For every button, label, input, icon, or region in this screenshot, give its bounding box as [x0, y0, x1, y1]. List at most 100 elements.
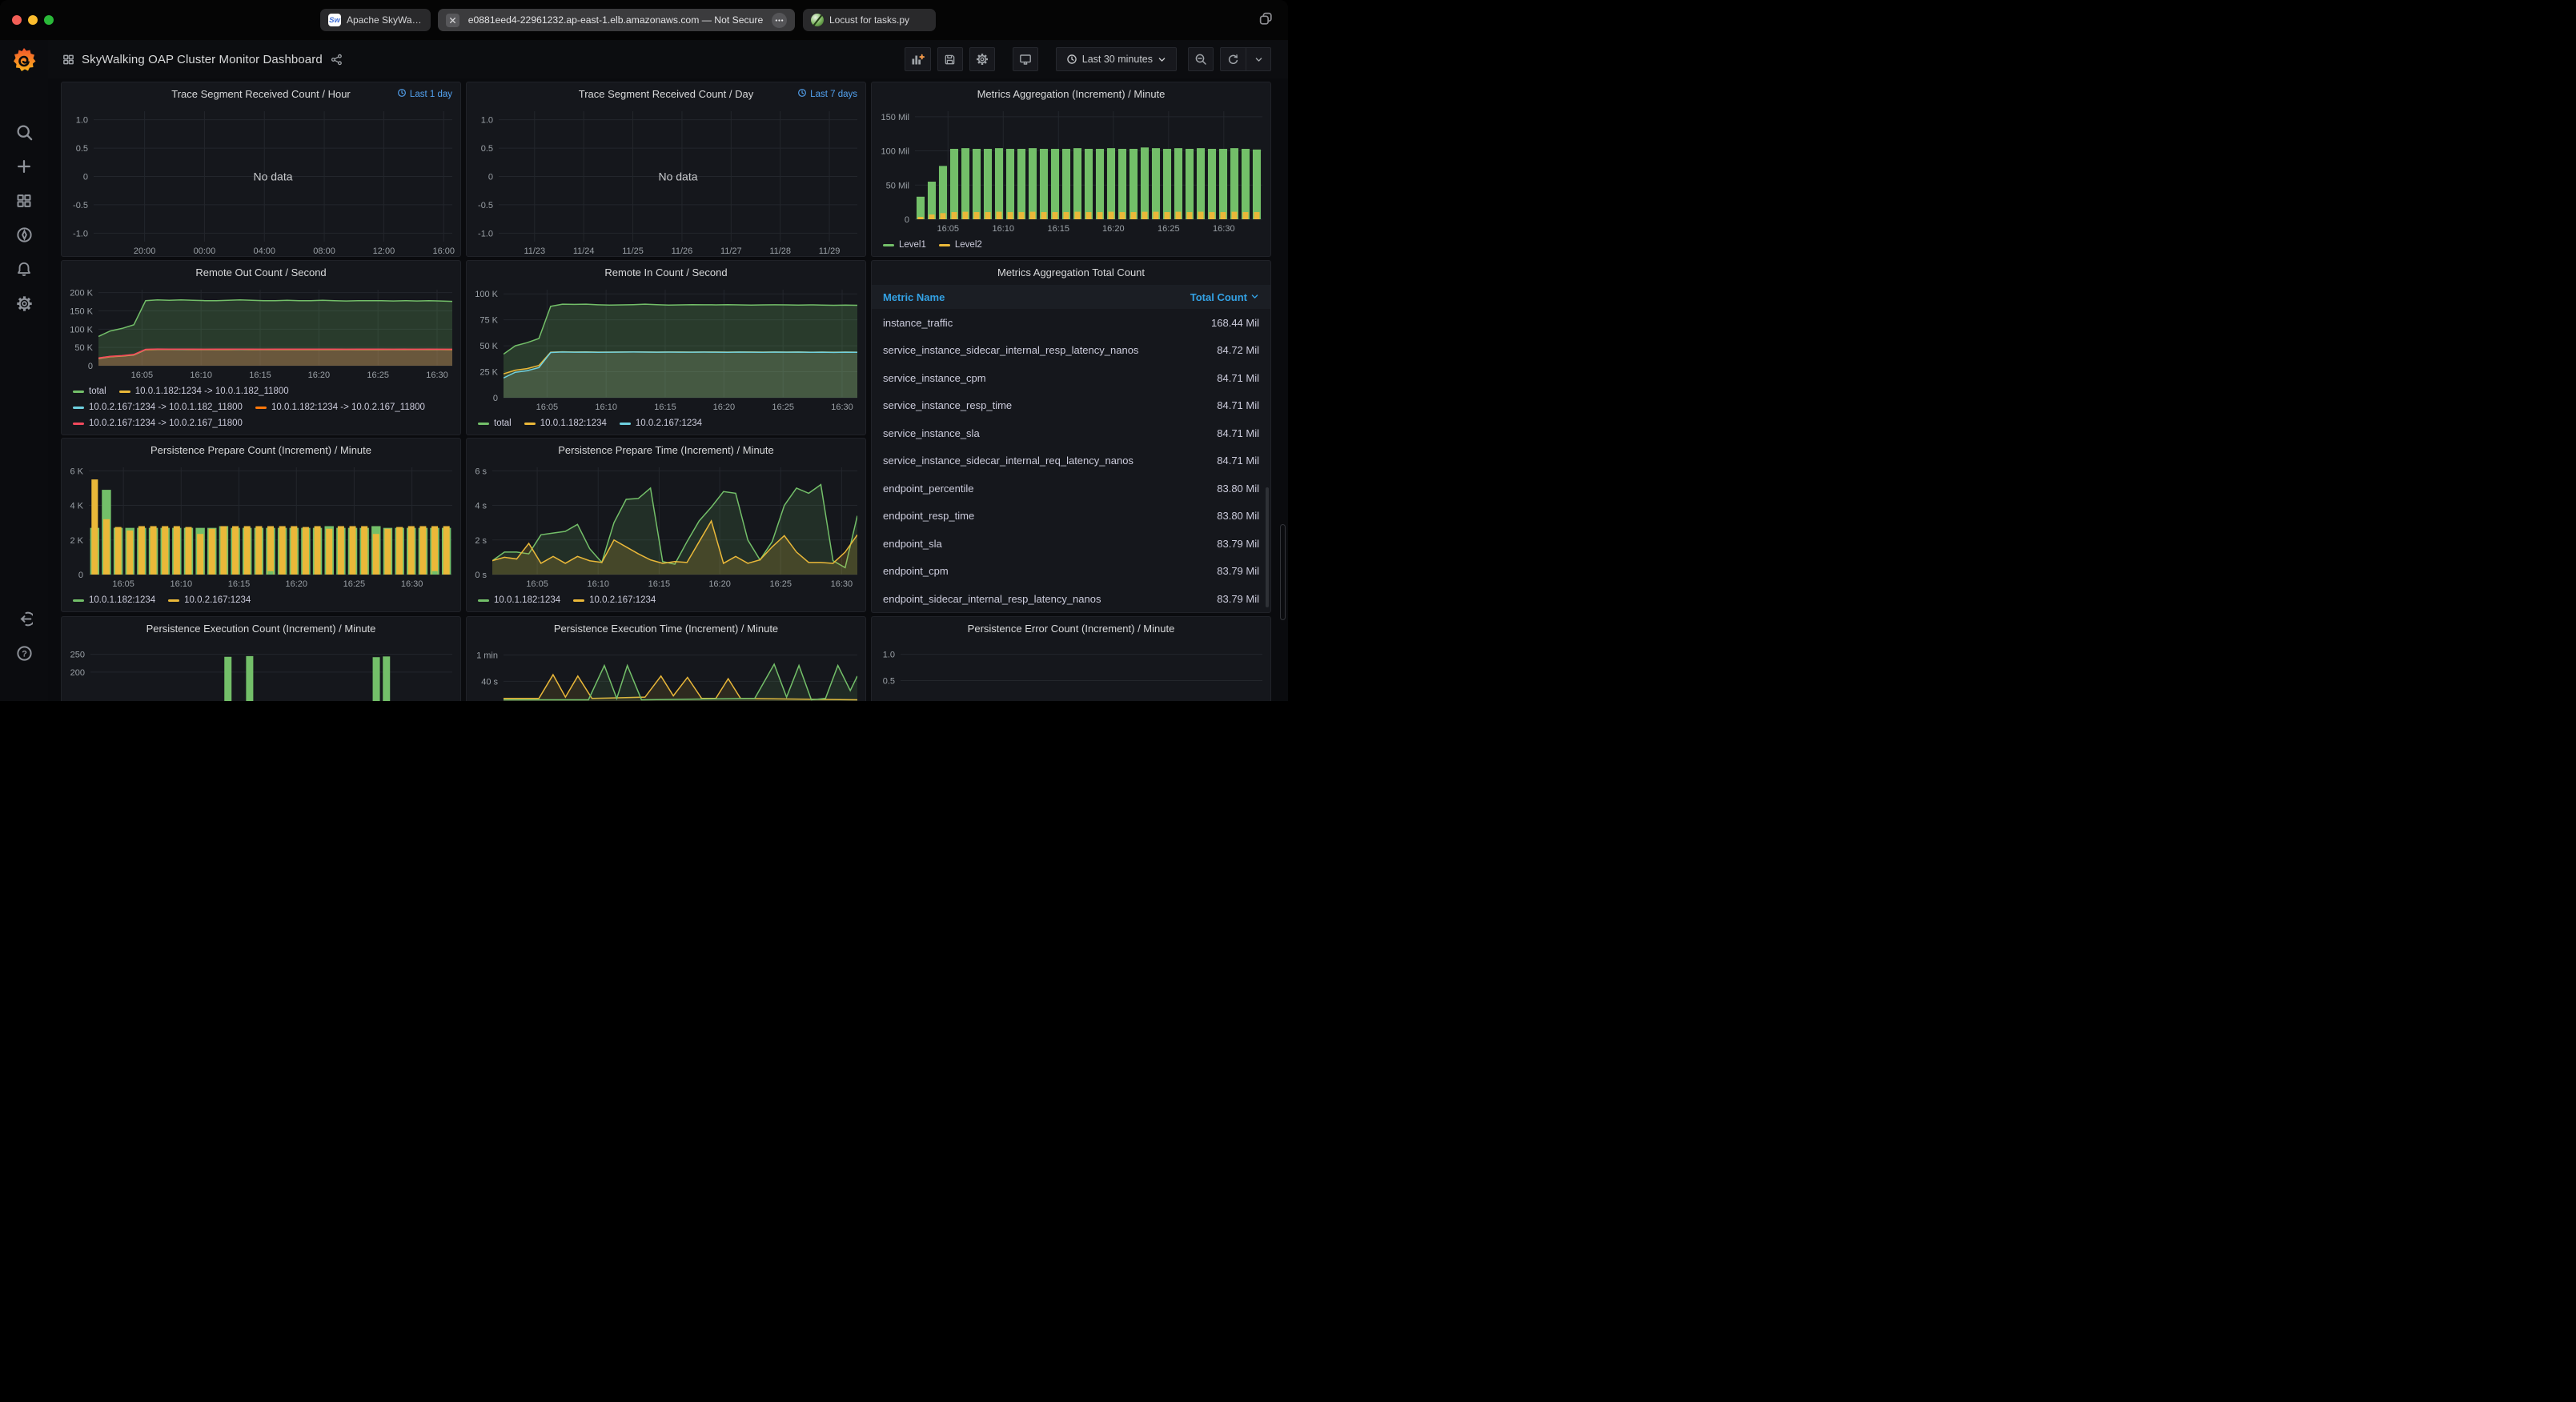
- svg-text:0.5: 0.5: [481, 144, 493, 154]
- legend-item[interactable]: 10.0.1.182:1234 -> 10.0.1.182_11800: [119, 383, 289, 399]
- chart-plot[interactable]: 6 s4 s2 s0 s16:0516:1016:1516:2016:2516:…: [467, 463, 865, 591]
- legend-item[interactable]: 10.0.2.167:1234: [573, 592, 656, 608]
- close-window-button[interactable]: [12, 15, 22, 25]
- save-dashboard-button[interactable]: [937, 47, 963, 71]
- svg-text:16:10: 16:10: [190, 371, 212, 380]
- legend-item[interactable]: 10.0.1.182:1234: [478, 592, 560, 608]
- legend-item[interactable]: Level2: [939, 237, 982, 253]
- legend-item[interactable]: total: [478, 415, 512, 431]
- svg-text:11/29: 11/29: [819, 246, 841, 256]
- chart-legend: total 10.0.1.182:1234 10.0.2.167:1234: [467, 414, 865, 431]
- table-row: endpoint_sidecar_internal_resp_latency_n…: [872, 585, 1270, 613]
- svg-text:50 K: 50 K: [479, 342, 498, 351]
- minimize-window-button[interactable]: [28, 15, 38, 25]
- legend-item[interactable]: 10.0.2.167:1234 -> 10.0.2.167_11800: [73, 415, 243, 431]
- panel-title[interactable]: Persistence Execution Time (Increment) /…: [467, 623, 865, 635]
- chart-plot[interactable]: 1.00.50-0.5-1.020:0000:0004:0008:0012:00…: [62, 106, 460, 257]
- table-row: endpoint_resp_time83.80 Mil: [872, 503, 1270, 531]
- sidebar-sign-in-icon[interactable]: [8, 603, 40, 635]
- cycle-view-button[interactable]: [1013, 47, 1038, 71]
- panel-metrics-aggregation: Metrics Aggregation (Increment) / Minute…: [871, 82, 1271, 257]
- panel-title[interactable]: Metrics Aggregation Total Count: [872, 266, 1270, 278]
- table-header-total-count[interactable]: Total Count: [1190, 291, 1259, 303]
- panel-persistence-prepare-count: Persistence Prepare Count (Increment) / …: [61, 438, 461, 612]
- tab-title: Apache SkyWalki...: [347, 14, 423, 26]
- share-icon[interactable]: [331, 54, 343, 66]
- zoom-window-button[interactable]: [44, 15, 54, 25]
- svg-text:50 K: 50 K: [74, 343, 93, 353]
- chevron-down-icon: [1158, 55, 1166, 64]
- svg-text:16:05: 16:05: [536, 403, 559, 412]
- table-header-metric-name[interactable]: Metric Name: [883, 291, 945, 303]
- svg-text:2 K: 2 K: [70, 536, 83, 546]
- time-range-picker[interactable]: Last 30 minutes: [1056, 47, 1177, 71]
- dashboard-settings-button[interactable]: [969, 47, 995, 71]
- table-row: service_instance_cpm84.71 Mil: [872, 364, 1270, 392]
- legend-item[interactable]: 10.0.2.167:1234: [620, 415, 702, 431]
- chart-plot[interactable]: 1.00.50-0.5-1.011/2311/2411/2511/2611/27…: [467, 106, 865, 257]
- close-tab-icon[interactable]: [446, 14, 459, 27]
- chart-plot[interactable]: 200 K150 K100 K50 K016:0516:1016:1516:20…: [62, 285, 460, 382]
- chart-plot[interactable]: 6 K4 K2 K016:0516:1016:1516:2016:2516:30: [62, 463, 460, 591]
- grafana-logo-icon[interactable]: [10, 46, 38, 74]
- dashboard-title[interactable]: SkyWalking OAP Cluster Monitor Dashboard: [82, 53, 323, 66]
- panel-title[interactable]: Persistence Execution Count (Increment) …: [62, 623, 460, 635]
- legend-item[interactable]: total: [73, 383, 106, 399]
- table-scrollbar[interactable]: [1266, 487, 1269, 607]
- add-panel-button[interactable]: [905, 47, 931, 71]
- zoom-out-button[interactable]: [1188, 47, 1214, 71]
- svg-text:2 s: 2 s: [475, 536, 487, 546]
- legend-item[interactable]: Level1: [883, 237, 926, 253]
- browser-tab-bar: Sw Apache SkyWalki... e0881eed4-22961232…: [0, 0, 1288, 40]
- legend-item[interactable]: 10.0.2.167:1234: [168, 592, 251, 608]
- legend-item[interactable]: 10.0.1.182:1234: [524, 415, 607, 431]
- tab-overview-icon[interactable]: [1258, 11, 1274, 30]
- tab-apache-skywalking[interactable]: Sw Apache SkyWalki...: [320, 9, 431, 31]
- svg-text:16:20: 16:20: [285, 579, 307, 589]
- svg-text:4 K: 4 K: [70, 502, 83, 511]
- svg-text:200: 200: [70, 668, 85, 678]
- panel-persistence-prepare-time: Persistence Prepare Time (Increment) / M…: [466, 438, 866, 612]
- svg-text:16:05: 16:05: [937, 224, 959, 234]
- tab-active-dashboard[interactable]: e0881eed4-22961232.ap-east-1.elb.amazona…: [438, 9, 795, 31]
- chart-legend: 10.0.1.182:1234 10.0.2.167:1234: [62, 591, 460, 608]
- sidebar-explore-compass-icon[interactable]: [8, 218, 40, 250]
- panel-metrics-total-table: Metrics Aggregation Total Count Metric Na…: [871, 260, 1271, 613]
- panel-title[interactable]: Remote In Count / Second: [467, 266, 865, 278]
- sidebar-help-icon[interactable]: ?: [8, 637, 40, 669]
- panel-title[interactable]: Remote Out Count / Second: [62, 266, 460, 278]
- chart-plot[interactable]: 100 K75 K50 K25 K016:0516:1016:1516:2016…: [467, 285, 865, 414]
- apps-grid-icon[interactable]: [62, 54, 74, 66]
- legend-item[interactable]: 10.0.2.167:1234 -> 10.0.1.182_11800: [73, 399, 243, 415]
- sidebar-configuration-gear-icon[interactable]: [8, 287, 40, 319]
- panel-time-badge[interactable]: Last 1 day: [397, 88, 452, 100]
- sidebar-search-icon[interactable]: [8, 116, 40, 148]
- svg-text:04:00: 04:00: [253, 246, 275, 256]
- sidebar-dashboards-icon[interactable]: [8, 185, 40, 217]
- svg-text:16:05: 16:05: [526, 579, 548, 589]
- legend-item[interactable]: 10.0.1.182:1234: [73, 592, 155, 608]
- chart-plot[interactable]: 1.00.5: [872, 641, 1270, 701]
- svg-text:16:15: 16:15: [228, 579, 251, 589]
- chart-plot[interactable]: 1 min40 s: [467, 641, 865, 701]
- sidebar-alerting-bell-icon[interactable]: [8, 253, 40, 285]
- panel-title[interactable]: Persistence Prepare Time (Increment) / M…: [467, 444, 865, 456]
- table-row: endpoint_sla83.79 Mil: [872, 530, 1270, 558]
- table-row: service_instance_resp_time84.71 Mil: [872, 392, 1270, 420]
- dashboard-grid: Trace Segment Received Count / HourLast …: [48, 78, 1288, 701]
- panel-title[interactable]: Persistence Error Count (Increment) / Mi…: [872, 623, 1270, 635]
- legend-item[interactable]: 10.0.1.182:1234 -> 10.0.2.167_11800: [255, 399, 425, 415]
- refresh-interval-dropdown[interactable]: [1246, 47, 1271, 71]
- panel-title[interactable]: Persistence Prepare Count (Increment) / …: [62, 444, 460, 456]
- chart-plot[interactable]: 250200: [62, 641, 460, 701]
- page-scrollbar[interactable]: [1280, 524, 1286, 620]
- tab-locust[interactable]: Locust for tasks.py: [803, 9, 936, 31]
- tab-more-icon[interactable]: [772, 13, 787, 28]
- panel-time-badge[interactable]: Last 7 days: [797, 88, 857, 100]
- table-row: service_instance_sla84.71 Mil: [872, 419, 1270, 447]
- panel-title[interactable]: Metrics Aggregation (Increment) / Minute: [872, 88, 1270, 100]
- refresh-button[interactable]: [1220, 47, 1246, 71]
- sidebar-create-plus-icon[interactable]: [8, 150, 40, 182]
- clock-icon: [797, 88, 807, 100]
- chart-plot[interactable]: 150 Mil100 Mil50 Mil016:0516:1016:1516:2…: [872, 106, 1270, 235]
